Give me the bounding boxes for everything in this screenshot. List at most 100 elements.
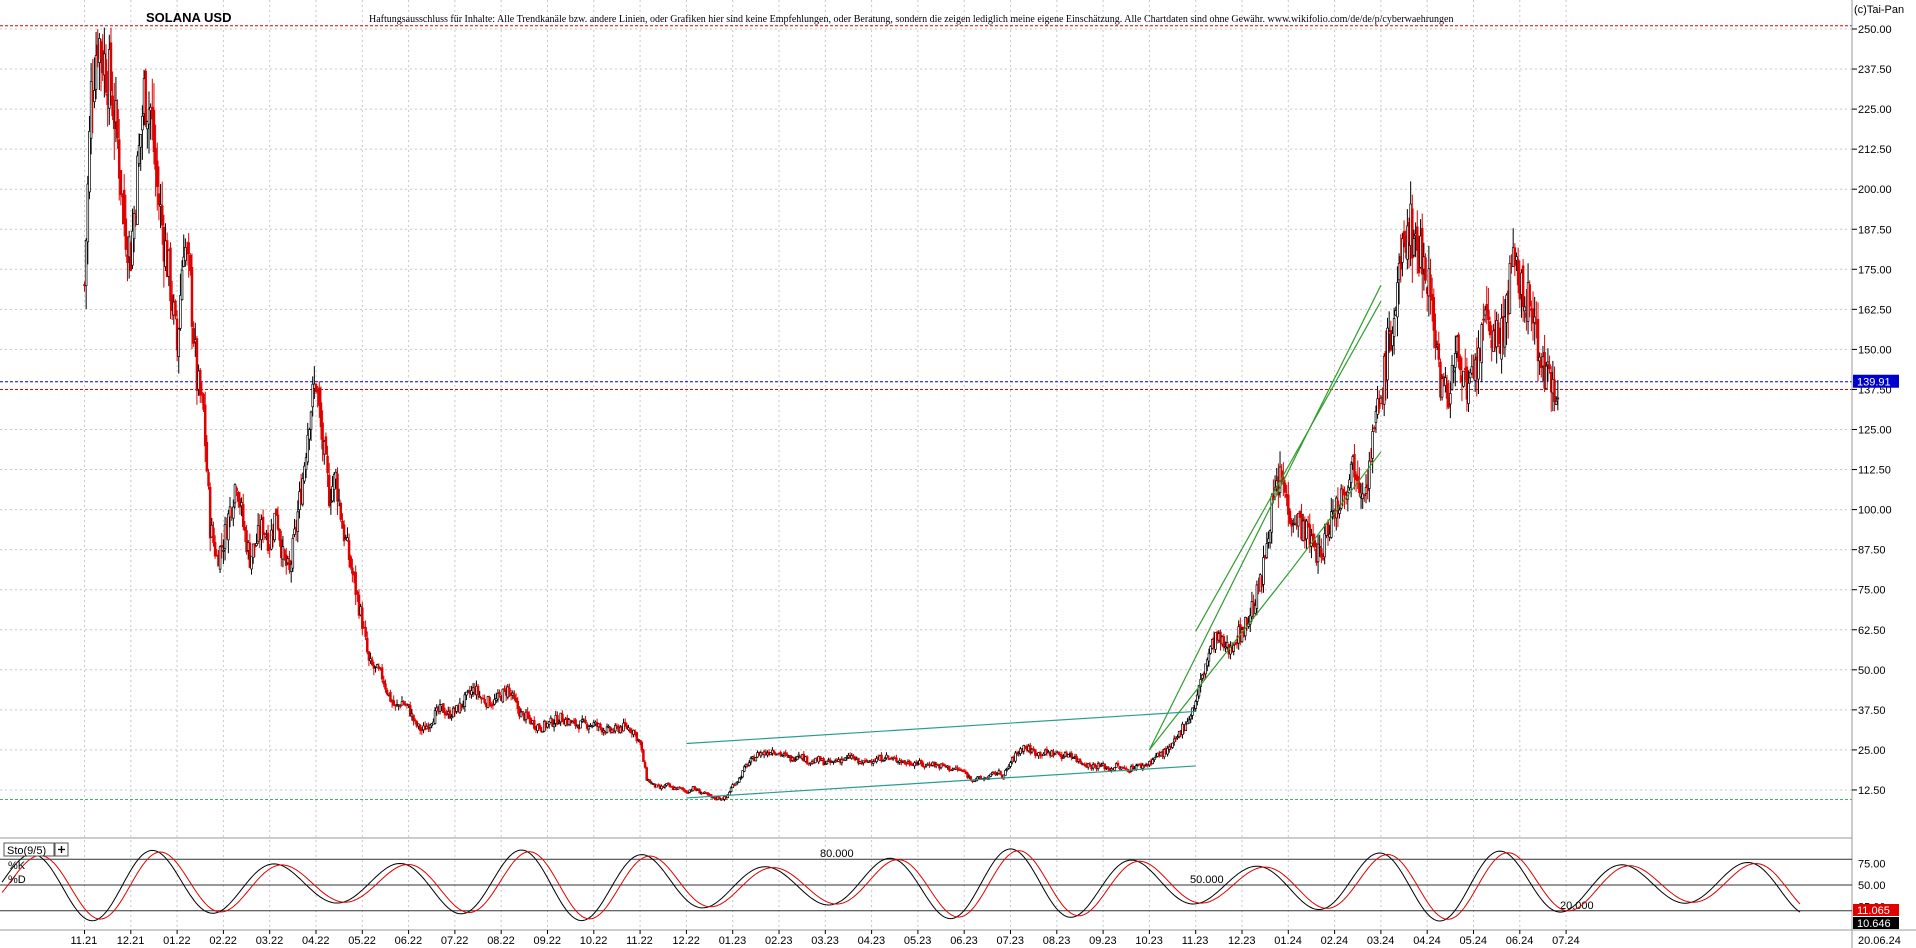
candle-body bbox=[329, 500, 333, 503]
stochastic-panel: 80.000 50.000 20.000 bbox=[0, 848, 1852, 922]
candle-body bbox=[516, 700, 519, 710]
candle-body bbox=[218, 546, 222, 570]
candle-body bbox=[346, 537, 349, 542]
candle-body bbox=[883, 758, 887, 761]
candle-body bbox=[443, 711, 447, 716]
candle-body bbox=[137, 145, 141, 164]
candle-body bbox=[1536, 318, 1540, 362]
candle-body bbox=[493, 699, 496, 705]
y-tick-label: 187.50 bbox=[1858, 224, 1892, 236]
candle-body bbox=[1338, 509, 1341, 515]
candle-body bbox=[794, 759, 797, 761]
y-tick-label: 75.00 bbox=[1858, 585, 1886, 597]
d-line bbox=[1, 850, 1801, 920]
candle-body bbox=[1452, 370, 1455, 373]
candle-body bbox=[1141, 764, 1145, 769]
candle-body bbox=[886, 755, 890, 758]
candle-body bbox=[227, 513, 230, 541]
candle-body bbox=[89, 81, 93, 139]
candle-body bbox=[466, 690, 470, 692]
candle-body bbox=[1482, 318, 1485, 321]
y-tick-label: 12.50 bbox=[1858, 785, 1886, 797]
candle-body bbox=[943, 763, 946, 767]
x-tick-label: 11.22 bbox=[626, 935, 653, 947]
candle-body bbox=[1341, 488, 1345, 494]
candle-body bbox=[109, 42, 113, 92]
candle-body bbox=[1287, 494, 1290, 515]
candle-body bbox=[351, 567, 354, 574]
candle-body bbox=[1196, 694, 1199, 702]
candle-body bbox=[392, 700, 395, 706]
candle-body bbox=[625, 725, 629, 729]
candle-body bbox=[1487, 309, 1490, 321]
candle-body bbox=[1171, 742, 1174, 748]
candle-body bbox=[1070, 753, 1073, 759]
candle-body bbox=[399, 704, 402, 707]
candle-body bbox=[132, 213, 136, 240]
candle-body bbox=[1449, 393, 1452, 405]
candle-body bbox=[786, 754, 789, 756]
candle-body bbox=[1088, 763, 1092, 766]
candle-body bbox=[503, 688, 506, 690]
candle-body bbox=[1206, 659, 1209, 667]
candle-body bbox=[769, 752, 772, 756]
x-tick-label: 03.23 bbox=[811, 935, 839, 947]
x-tick-label: 09.22 bbox=[534, 935, 562, 947]
candle-body bbox=[969, 776, 973, 781]
candle-body bbox=[1363, 494, 1366, 497]
candle-body bbox=[1467, 382, 1470, 404]
candle-body bbox=[1072, 757, 1075, 759]
candle-body bbox=[622, 722, 625, 732]
x-tick-label: 07.22 bbox=[441, 935, 469, 947]
y-tick-label: 162.50 bbox=[1858, 304, 1892, 316]
candle-body bbox=[361, 607, 364, 629]
candle-body bbox=[311, 383, 314, 408]
y-tick-label: 212.50 bbox=[1858, 144, 1892, 156]
candle-body bbox=[948, 765, 951, 771]
candle-body bbox=[1318, 546, 1321, 548]
candle-body bbox=[433, 710, 437, 724]
indicator-title: Sto(9/5) bbox=[7, 845, 46, 857]
candle-body bbox=[956, 767, 959, 770]
candle-body bbox=[1483, 309, 1487, 316]
candle-body bbox=[84, 239, 88, 287]
candle-body bbox=[293, 528, 296, 535]
copyright-text: (c)Tai-Pan bbox=[1854, 4, 1904, 16]
candle-body bbox=[251, 543, 255, 558]
candle-body bbox=[1283, 482, 1287, 493]
candle-body bbox=[319, 402, 323, 428]
candle-body bbox=[1265, 543, 1269, 558]
candle-body bbox=[1457, 334, 1460, 362]
candle-body bbox=[380, 667, 384, 680]
candle-body bbox=[356, 591, 359, 595]
candle-body bbox=[1201, 674, 1204, 679]
candle-body bbox=[1007, 765, 1011, 769]
x-tick-label: 08.22 bbox=[487, 935, 515, 947]
candle-body bbox=[541, 730, 544, 733]
candle-body bbox=[1546, 361, 1550, 366]
candle-body bbox=[144, 70, 147, 126]
candle-body bbox=[857, 757, 860, 764]
indicator-legend: Sto(9/5) %K %D bbox=[3, 842, 69, 886]
candle-body bbox=[207, 472, 210, 487]
candle-body bbox=[339, 502, 343, 520]
trend-line bbox=[1195, 301, 1382, 632]
stochastic-level-label: 50.000 bbox=[1190, 874, 1224, 886]
candle-body bbox=[347, 540, 351, 560]
candle-body bbox=[1320, 548, 1323, 558]
x-tick-label: 04.22 bbox=[302, 935, 330, 947]
k-value-label: 11.065 bbox=[1857, 905, 1890, 917]
candle-body bbox=[539, 726, 543, 732]
x-tick-label: 07.24 bbox=[1552, 935, 1580, 947]
y-tick-label: 25.00 bbox=[1858, 745, 1886, 757]
add-indicator-icon[interactable] bbox=[54, 842, 69, 857]
candle-body bbox=[623, 722, 627, 727]
x-tick-label: 06.22 bbox=[395, 935, 423, 947]
candle-body bbox=[273, 512, 276, 541]
candle-body bbox=[508, 687, 511, 692]
x-tick-label: 02.22 bbox=[209, 935, 237, 947]
candle-body bbox=[324, 436, 328, 455]
y-tick-label: 87.50 bbox=[1858, 545, 1886, 557]
candle-body bbox=[199, 370, 202, 396]
